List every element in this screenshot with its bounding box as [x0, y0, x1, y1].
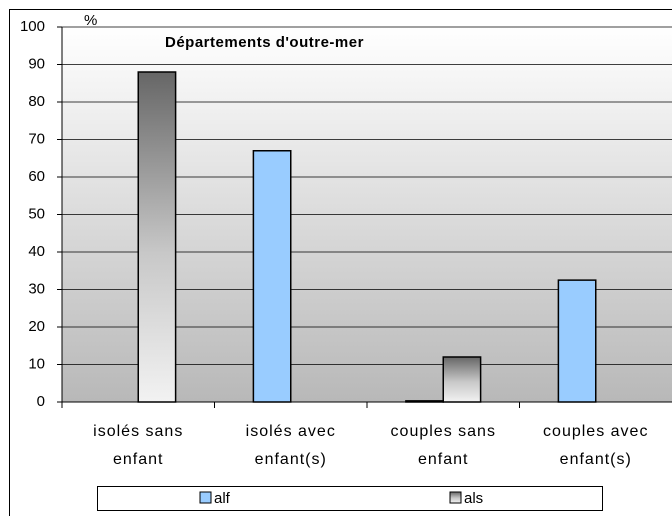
x-tick-label: isolés avec enfant(s) — [245, 423, 336, 468]
chart-title: Départements d'outre-mer — [165, 34, 364, 51]
x-tick-label: isolés sans enfant — [93, 423, 184, 468]
y-tick-label: 10 — [28, 355, 45, 372]
y-tick-label: 40 — [28, 243, 45, 260]
y-tick-label: 60 — [28, 168, 45, 185]
y-tick-label: 0 — [37, 393, 45, 410]
y-tick-label: 20 — [28, 318, 45, 335]
chart-border — [9, 9, 672, 516]
y-tick-label: 50 — [28, 205, 45, 222]
bar — [557, 279, 597, 403]
legend-label: alf — [214, 490, 231, 507]
y-tick-label: 80 — [28, 93, 45, 110]
y-tick-label: 90 — [28, 55, 45, 72]
legend-label: als — [464, 490, 483, 507]
legend-swatch — [199, 491, 212, 504]
y-tick-label: 100 — [20, 18, 45, 35]
bar — [405, 400, 445, 403]
y-tick-label: 70 — [28, 130, 45, 147]
y-axis-label: % — [84, 12, 97, 29]
x-tick-label: couples sans enfant — [390, 423, 496, 468]
x-tick-label: couples avec enfant(s) — [543, 423, 649, 468]
y-tick-label: 30 — [28, 280, 45, 297]
legend — [97, 486, 603, 511]
bar — [252, 150, 292, 403]
legend-swatch — [449, 491, 462, 504]
bar — [137, 71, 177, 403]
bar — [442, 356, 482, 403]
